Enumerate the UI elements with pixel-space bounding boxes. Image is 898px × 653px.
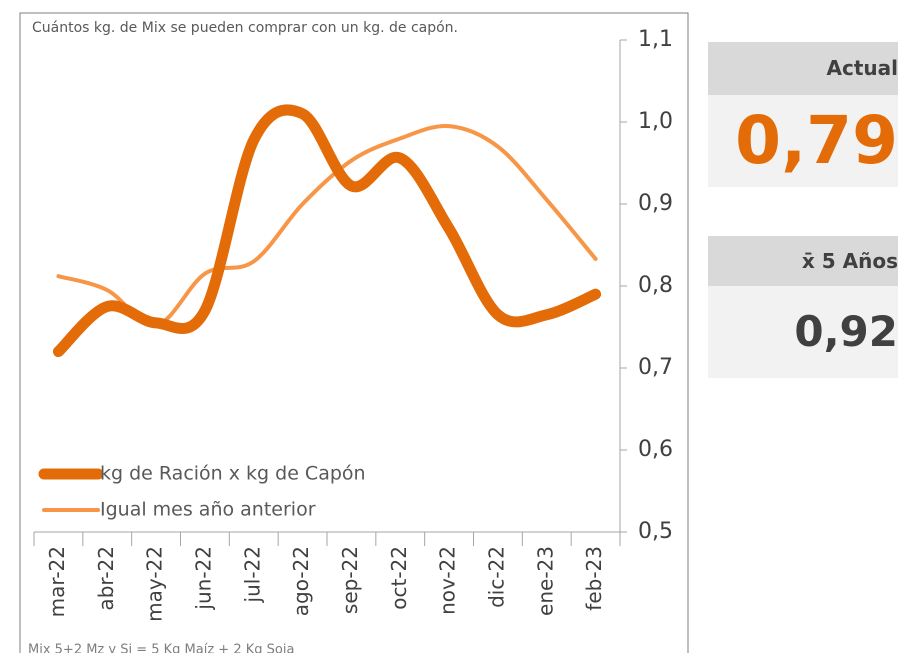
- panel-value: 0,79: [708, 95, 898, 187]
- x-tick-label: abr-22: [94, 546, 118, 611]
- panel-value: 0,92: [708, 286, 898, 378]
- legend-label: kg de Ración x kg de Capón: [100, 463, 366, 485]
- x-tick-label: jun-22: [191, 546, 215, 611]
- panel-header: Actual: [708, 42, 898, 95]
- x-tick-label: jul-22: [240, 546, 264, 603]
- y-tick-label: 1,0: [638, 109, 673, 134]
- x-tick-label: mar-22: [45, 546, 69, 617]
- x-tick-label: sep-22: [338, 546, 362, 614]
- y-tick-label: 0,5: [638, 519, 673, 544]
- y-tick-label: 0,9: [638, 191, 673, 216]
- panel-header: x̄ 5 Años: [708, 236, 898, 286]
- x-tick-label: oct-22: [387, 546, 411, 610]
- y-tick-label: 1,1: [638, 27, 673, 52]
- x-tick-label: ago-22: [289, 546, 313, 616]
- x-tick-label: nov-22: [436, 546, 460, 615]
- series-line: [52, 104, 602, 358]
- legend-label: Igual mes año anterior: [100, 499, 316, 521]
- y-tick-label: 0,6: [638, 437, 673, 462]
- chart-frame: [19, 12, 689, 653]
- y-tick-label: 0,8: [638, 273, 673, 298]
- footnote: Mix 5+2 Mz y Sj = 5 Kg Maíz + 2 Kg Soja: [28, 643, 294, 653]
- x-tick-label: may-22: [143, 546, 167, 622]
- chart-title: Cuántos kg. de Mix se pueden comprar con…: [32, 20, 458, 36]
- x-tick-label: feb-23: [582, 546, 606, 611]
- y-tick-label: 0,7: [638, 355, 673, 380]
- x-tick-label: dic-22: [484, 546, 508, 608]
- x-tick-label: ene-23: [533, 546, 557, 616]
